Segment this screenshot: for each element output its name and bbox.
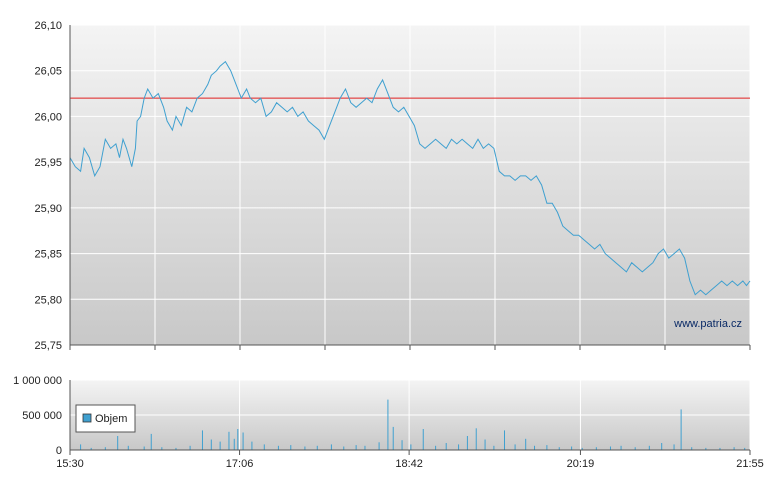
x-tick-label: 18:42 [395,458,423,470]
x-axis-time-labels: 15:30 17:06 18:42 20:19 21:55 [56,458,764,470]
price-y-tick-label: 25,90 [34,203,62,215]
price-y-tick-label: 25,85 [34,249,62,261]
legend-swatch-icon [82,413,92,423]
volume-x-ticks [69,450,751,455]
price-y-tick-label: 25,80 [34,294,62,306]
legend-label: Objem [95,413,127,425]
price-y-tick-label: 26,00 [34,111,62,123]
volume-y-tick-label: 1 000 000 [13,375,62,387]
x-tick-label: 17:06 [226,458,254,470]
volume-y-axis-labels: 1 000 000 500 000 0 [13,375,62,457]
price-y-tick-label: 25,95 [34,157,62,169]
price-y-tick-label: 26,05 [34,66,62,78]
price-y-tick-label: 26,10 [34,20,62,32]
volume-y-tick-label: 500 000 [22,410,62,422]
price-line-series [69,60,751,296]
x-tick-label: 21:55 [736,458,764,470]
x-tick-label: 20:19 [567,458,595,470]
price-y-tick-label: 25,75 [34,340,62,352]
x-tick-label: 15:30 [56,458,84,470]
volume-legend: Objem [75,404,136,433]
watermark-text: www.patria.cz [673,318,742,330]
volume-y-tick-label: 0 [56,445,62,457]
price-y-axis-labels: 26,10 26,05 26,00 25,95 25,90 25,85 25,80 25,75 [34,20,62,352]
price-x-ticks [69,345,751,350]
